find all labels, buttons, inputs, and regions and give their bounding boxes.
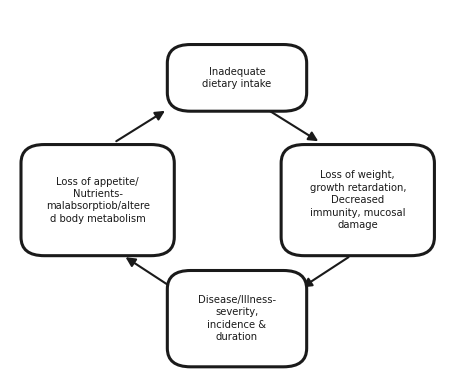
- Text: Disease/Illness-
severity,
incidence &
duration: Disease/Illness- severity, incidence & d…: [198, 295, 276, 342]
- Text: Loss of appetite/
Nutrients-
malabsorptiob/altere
d body metabolism: Loss of appetite/ Nutrients- malabsorpti…: [46, 177, 150, 224]
- FancyBboxPatch shape: [167, 271, 307, 367]
- FancyBboxPatch shape: [167, 45, 307, 111]
- Text: Loss of weight,
growth retardation,
Decreased
immunity, mucosal
damage: Loss of weight, growth retardation, Decr…: [310, 170, 406, 230]
- FancyBboxPatch shape: [281, 144, 434, 256]
- FancyBboxPatch shape: [21, 144, 174, 256]
- Text: Inadequate
dietary intake: Inadequate dietary intake: [202, 67, 272, 89]
